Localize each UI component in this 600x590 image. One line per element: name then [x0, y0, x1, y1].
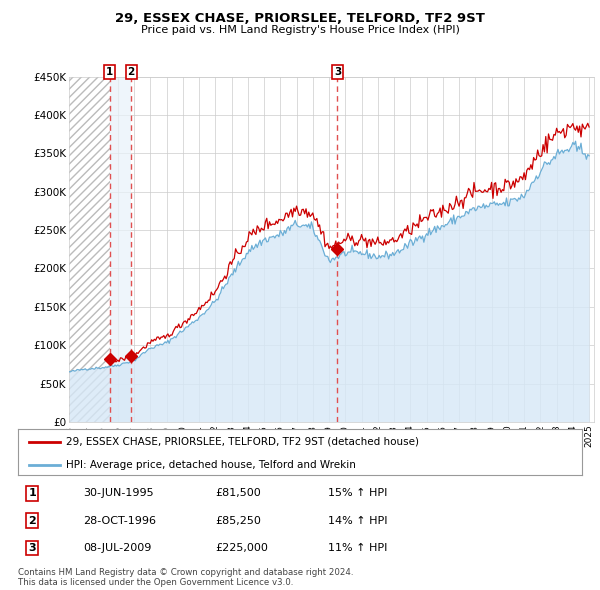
Text: 1: 1 [28, 489, 36, 499]
Bar [69, 77, 110, 422]
Text: 3: 3 [334, 67, 341, 77]
Text: 30-JUN-1995: 30-JUN-1995 [83, 489, 154, 499]
Text: HPI: Average price, detached house, Telford and Wrekin: HPI: Average price, detached house, Telf… [66, 460, 356, 470]
Text: 29, ESSEX CHASE, PRIORSLEE, TELFORD, TF2 9ST: 29, ESSEX CHASE, PRIORSLEE, TELFORD, TF2… [115, 12, 485, 25]
Text: 28-OCT-1996: 28-OCT-1996 [83, 516, 156, 526]
Text: 1: 1 [106, 67, 113, 77]
Text: 29, ESSEX CHASE, PRIORSLEE, TELFORD, TF2 9ST (detached house): 29, ESSEX CHASE, PRIORSLEE, TELFORD, TF2… [66, 437, 419, 447]
Text: 3: 3 [28, 543, 36, 553]
Text: £225,000: £225,000 [215, 543, 268, 553]
Text: £85,250: £85,250 [215, 516, 261, 526]
Bar [110, 77, 131, 422]
Text: 2: 2 [128, 67, 135, 77]
Text: 15% ↑ HPI: 15% ↑ HPI [328, 489, 388, 499]
Text: 2: 2 [28, 516, 36, 526]
Text: 11% ↑ HPI: 11% ↑ HPI [328, 543, 388, 553]
Text: £81,500: £81,500 [215, 489, 261, 499]
Text: 14% ↑ HPI: 14% ↑ HPI [328, 516, 388, 526]
Text: Contains HM Land Registry data © Crown copyright and database right 2024.
This d: Contains HM Land Registry data © Crown c… [18, 568, 353, 587]
Text: 08-JUL-2009: 08-JUL-2009 [83, 543, 151, 553]
Text: Price paid vs. HM Land Registry's House Price Index (HPI): Price paid vs. HM Land Registry's House … [140, 25, 460, 35]
